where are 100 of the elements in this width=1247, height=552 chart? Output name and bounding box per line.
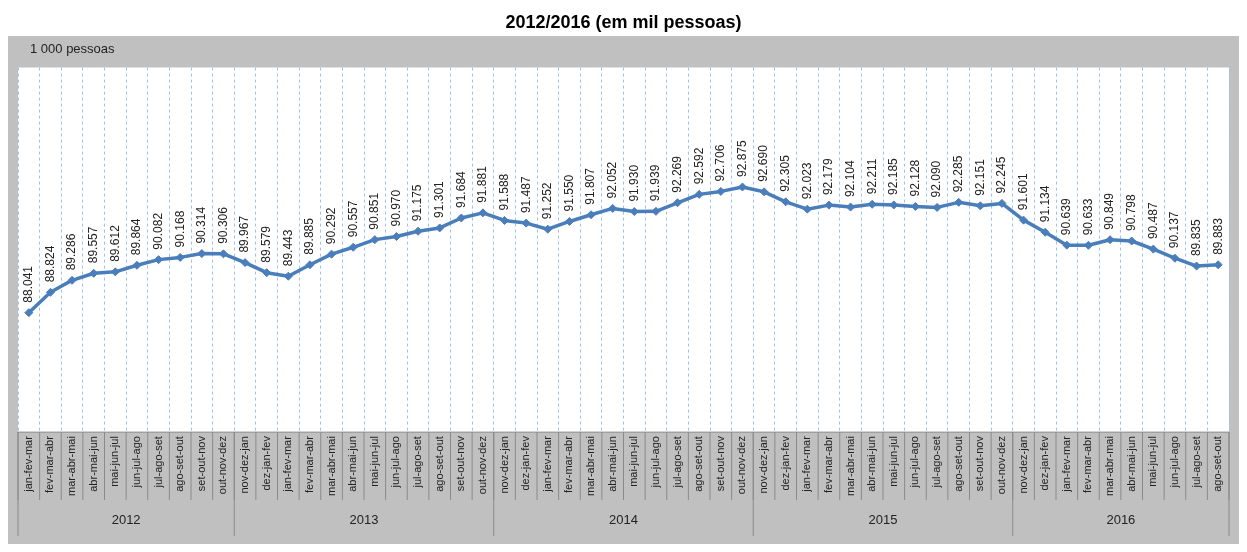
text: 2015 [868, 511, 898, 527]
point [543, 224, 553, 234]
point [45, 287, 55, 297]
x-tick-label: mai-jun-jul [1146, 436, 1159, 487]
data-label: 90.633 [1080, 198, 1095, 236]
x-tick-label: jan-fev-mar [21, 435, 34, 493]
data-label: 89.443 [280, 229, 295, 267]
x-tick-label: ago-set-out [432, 436, 445, 492]
point [781, 197, 791, 207]
data-label: 91.881 [475, 165, 490, 203]
x-tick-label: jul-ago-set [670, 436, 683, 489]
point [132, 260, 142, 270]
x-tick-label: nov-dez-jan [497, 436, 510, 494]
data-label: 90.557 [345, 200, 360, 238]
data-label: 91.601 [1015, 173, 1030, 211]
data-label: 92.245 [994, 156, 1009, 194]
data-label: 91.550 [561, 174, 576, 212]
x-tick-label: mar-abr-mai [1103, 436, 1116, 497]
data-label: 92.706 [713, 144, 728, 182]
data-label: 88.824 [42, 245, 57, 283]
data-label: 92.690 [756, 144, 771, 182]
point [413, 226, 423, 236]
data-label: 92.090 [929, 160, 944, 198]
x-tick-label: jun-jul-ago [1167, 436, 1180, 489]
data-label: 88.041 [21, 265, 36, 303]
text: 2012 [111, 511, 141, 527]
data-label: 91.175 [410, 184, 425, 222]
data-label: 90.137 [1167, 211, 1182, 249]
point [327, 249, 337, 259]
data-label: 90.849 [1102, 192, 1117, 230]
x-tick-label: fev-mar-abr [562, 435, 575, 493]
text: 2014 [609, 511, 638, 527]
point [175, 252, 185, 262]
point [478, 208, 488, 218]
chart-title: 2012/2016 (em mil pessoas) [505, 11, 742, 32]
x-tick-label: set-out-nov [454, 435, 467, 492]
data-label: 91.487 [518, 176, 533, 214]
x-tick-label: mai-jun-jul [108, 436, 121, 487]
x-tick-label: out-nov-dez [735, 436, 748, 495]
data-label: 91.807 [583, 167, 598, 205]
data-label: 90.487 [1145, 202, 1160, 240]
data-label: 92.269 [669, 155, 684, 193]
data-label: 91.684 [453, 170, 468, 208]
x-tick-label: nov-dez-jan [757, 436, 770, 494]
data-label: 92.151 [972, 158, 987, 196]
text: 1 000 pessoas [30, 41, 116, 57]
data-label: 92.023 [799, 162, 814, 200]
data-label: 91.588 [496, 173, 511, 211]
point [1127, 236, 1137, 246]
data-label: 90.970 [388, 189, 403, 227]
x-tick-label: jan-fev-mar [1059, 435, 1072, 493]
point [975, 201, 985, 211]
point [305, 260, 315, 270]
point [24, 308, 34, 318]
x-tick-label: jun-jul-ago [908, 436, 921, 489]
x-tick-label: fev-mar-abr [302, 435, 315, 493]
x-tick-label: mar-abr-mai [324, 436, 337, 497]
point [673, 198, 683, 208]
x-tick-label: fev-mar-abr [1081, 435, 1094, 493]
x-tick-label: out-nov-dez [216, 436, 229, 495]
data-label: 91.939 [648, 164, 663, 202]
point [694, 189, 704, 199]
x-tick-label: abr-mai-jun [1124, 436, 1137, 492]
data-label: 89.864 [129, 218, 144, 256]
x-tick-label: mai-jun-jul [627, 436, 640, 487]
data-label: 90.639 [1059, 198, 1074, 236]
x-tick-label: jun-jul-ago [648, 436, 661, 489]
x-tick-label: mar-abr-mai [584, 436, 597, 497]
x-tick-label: jul-ago-set [151, 436, 164, 489]
x-tick-label: jun-jul-ago [129, 436, 142, 489]
data-label: 89.883 [1210, 217, 1225, 255]
point [586, 210, 596, 220]
point [564, 216, 574, 226]
x-tick-label: set-out-nov [973, 435, 986, 492]
x-tick-label: mai-jun-jul [886, 436, 899, 487]
point [802, 204, 812, 214]
point [370, 235, 380, 245]
data-label: 92.104 [842, 160, 857, 198]
data-label: 92.592 [691, 147, 706, 185]
data-label: 91.930 [626, 164, 641, 202]
point [1170, 253, 1180, 263]
x-tick-label: fev-mar-abr [43, 435, 56, 493]
x-tick-label: set-out-nov [713, 435, 726, 492]
x-tick-label: fev-mar-abr [821, 435, 834, 493]
x-tick-label: jan-fev-mar [540, 435, 553, 493]
data-label: 91.252 [540, 182, 555, 220]
data-label: 89.612 [107, 224, 122, 262]
x-tick-label: jul-ago-set [930, 436, 943, 489]
x-tick-label: jul-ago-set [411, 436, 424, 489]
data-label: 89.557 [86, 226, 100, 264]
data-label: 91.134 [1037, 185, 1052, 223]
data-label: 92.185 [886, 157, 901, 195]
x-tick-label: abr-mai-jun [86, 436, 99, 492]
x-tick-label: abr-mai-jun [346, 436, 359, 492]
data-label: 90.314 [194, 206, 209, 244]
x-tick-label: set-out-nov [194, 435, 207, 492]
data-label: 92.128 [907, 159, 922, 197]
point [608, 203, 618, 213]
data-label: 90.306 [215, 206, 230, 244]
x-tick-label: dez-jan-fev [259, 435, 272, 491]
